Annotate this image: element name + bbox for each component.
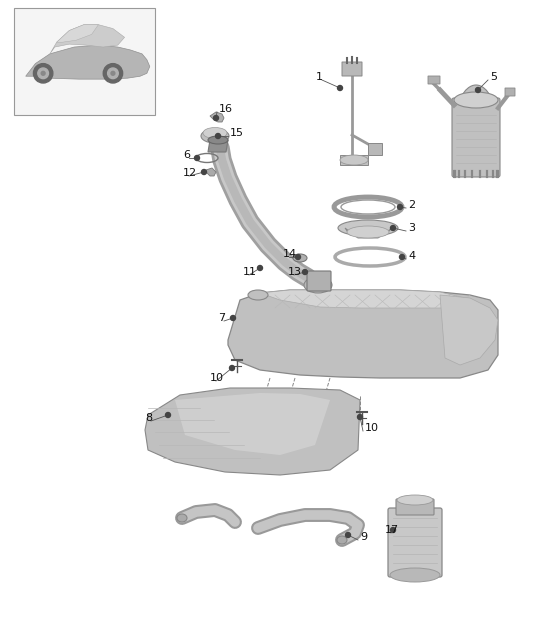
- Ellipse shape: [390, 568, 440, 582]
- Polygon shape: [368, 143, 382, 155]
- Circle shape: [391, 225, 396, 230]
- Circle shape: [166, 413, 171, 418]
- Circle shape: [33, 63, 53, 83]
- Text: 9: 9: [360, 532, 367, 542]
- Circle shape: [41, 72, 45, 75]
- Ellipse shape: [338, 220, 398, 236]
- Text: 15: 15: [230, 128, 244, 138]
- Text: 13: 13: [288, 267, 302, 277]
- Text: 16: 16: [219, 104, 233, 114]
- Text: 14: 14: [283, 249, 297, 259]
- Circle shape: [111, 72, 115, 75]
- Ellipse shape: [208, 136, 228, 144]
- Polygon shape: [26, 45, 150, 79]
- Circle shape: [399, 254, 404, 259]
- Text: 2: 2: [408, 200, 415, 210]
- Polygon shape: [175, 393, 330, 455]
- Circle shape: [214, 116, 219, 121]
- Ellipse shape: [201, 129, 229, 143]
- Polygon shape: [145, 388, 360, 475]
- Circle shape: [202, 170, 207, 175]
- Text: 1: 1: [316, 72, 323, 82]
- Polygon shape: [440, 295, 498, 365]
- Text: 5: 5: [490, 72, 497, 82]
- Circle shape: [215, 134, 221, 139]
- Text: 7: 7: [218, 313, 225, 323]
- Polygon shape: [210, 112, 224, 122]
- Text: 4: 4: [408, 251, 415, 261]
- Polygon shape: [208, 140, 228, 152]
- FancyBboxPatch shape: [307, 271, 331, 291]
- FancyBboxPatch shape: [396, 499, 434, 515]
- Bar: [14, 8, 155, 115]
- Ellipse shape: [248, 290, 268, 300]
- Text: 12: 12: [183, 168, 197, 178]
- Circle shape: [107, 68, 118, 78]
- Circle shape: [295, 254, 300, 259]
- FancyBboxPatch shape: [388, 508, 442, 577]
- Circle shape: [346, 533, 350, 538]
- Circle shape: [302, 269, 307, 274]
- Text: 10: 10: [210, 373, 224, 383]
- Text: 11: 11: [243, 267, 257, 277]
- Polygon shape: [260, 290, 470, 308]
- Ellipse shape: [347, 226, 389, 238]
- Text: 10: 10: [365, 423, 379, 433]
- Ellipse shape: [203, 127, 227, 139]
- Circle shape: [391, 528, 396, 533]
- Polygon shape: [345, 228, 392, 238]
- Text: 17: 17: [385, 525, 399, 535]
- Polygon shape: [206, 168, 216, 176]
- Text: 6: 6: [183, 150, 190, 160]
- Polygon shape: [228, 290, 498, 378]
- Circle shape: [337, 85, 342, 90]
- Circle shape: [257, 266, 263, 271]
- Text: 8: 8: [145, 413, 152, 423]
- Circle shape: [195, 156, 199, 161]
- Ellipse shape: [337, 536, 347, 544]
- Ellipse shape: [341, 200, 395, 214]
- Ellipse shape: [397, 495, 433, 505]
- FancyBboxPatch shape: [342, 62, 362, 76]
- Ellipse shape: [454, 92, 498, 108]
- Circle shape: [229, 365, 234, 371]
- Ellipse shape: [304, 277, 332, 293]
- FancyBboxPatch shape: [452, 98, 500, 177]
- Ellipse shape: [340, 155, 368, 165]
- FancyBboxPatch shape: [505, 88, 515, 96]
- Circle shape: [397, 205, 403, 210]
- FancyBboxPatch shape: [428, 76, 440, 84]
- Circle shape: [475, 87, 481, 92]
- Polygon shape: [50, 24, 125, 54]
- Circle shape: [231, 315, 235, 320]
- Ellipse shape: [454, 85, 498, 175]
- Polygon shape: [57, 24, 99, 42]
- Circle shape: [358, 414, 362, 420]
- Ellipse shape: [293, 254, 307, 262]
- Circle shape: [103, 63, 123, 83]
- Ellipse shape: [177, 514, 187, 522]
- Circle shape: [38, 68, 49, 78]
- Polygon shape: [340, 155, 368, 165]
- Text: 3: 3: [408, 223, 415, 233]
